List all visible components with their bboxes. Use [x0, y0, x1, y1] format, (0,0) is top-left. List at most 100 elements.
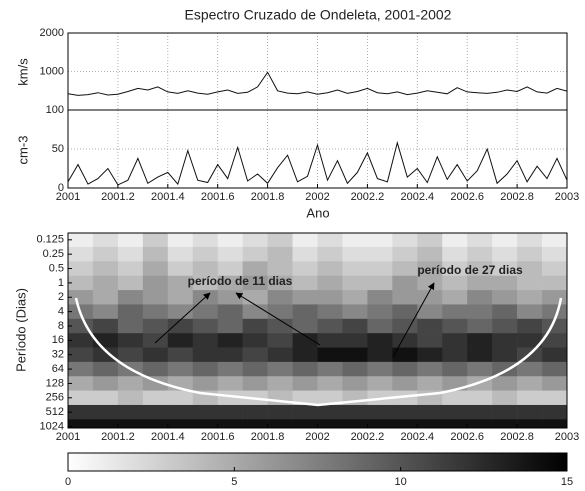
y-tick-label: 1 [58, 277, 64, 289]
heat-cell [467, 290, 493, 305]
heat-cell [342, 304, 368, 320]
heat-cell [92, 246, 119, 262]
heat-cell [367, 290, 393, 305]
y-tick-label: 2 [58, 291, 64, 303]
heat-cell [292, 419, 318, 428]
heat-cell [292, 304, 318, 320]
heat-cell [317, 261, 343, 277]
heat-cell [367, 419, 393, 428]
y-tick-label: 50 [52, 143, 64, 155]
heat-cell [467, 404, 493, 420]
heat-cell [217, 304, 243, 320]
heat-cell [367, 333, 393, 348]
heat-cell [167, 261, 194, 277]
heat-cell [92, 361, 119, 377]
heat-cell [192, 361, 218, 377]
heat-cell [317, 347, 343, 363]
heat-cell [92, 290, 119, 305]
heat-cell [392, 275, 418, 291]
heat-cell [117, 347, 144, 363]
heat-cell [467, 333, 493, 348]
y-tick-label: 0.25 [43, 248, 64, 260]
heat-cell [68, 376, 94, 391]
heat-cell [117, 419, 144, 428]
heat-cell [92, 419, 119, 428]
heat-cell [192, 376, 218, 391]
heat-cell [68, 347, 94, 363]
heat-cell [267, 333, 293, 348]
heat-cell [342, 290, 368, 305]
y-tick-label: 32 [52, 349, 64, 361]
heat-cell [192, 347, 218, 363]
heat-cell [442, 246, 468, 262]
heat-cell [492, 419, 518, 428]
heat-cell [142, 333, 169, 348]
heat-cell [342, 361, 368, 377]
heat-cell [192, 419, 218, 428]
heat-cell [417, 304, 443, 320]
heat-cell [267, 233, 293, 248]
heat-cell [267, 246, 293, 262]
heat-cell [442, 361, 468, 377]
heat-cell [142, 361, 169, 377]
heat-cell [342, 347, 368, 363]
heat-cell [317, 304, 343, 320]
heat-cell [142, 318, 169, 334]
heat-cell [367, 233, 393, 248]
heat-cell [467, 304, 493, 320]
heat-cell [392, 419, 418, 428]
heat-cell [317, 404, 343, 420]
heat-cell [217, 290, 243, 305]
heat-cell [342, 419, 368, 428]
x-tick-label: 2003 [555, 431, 579, 443]
heat-cell [142, 390, 169, 406]
heat-cell [442, 261, 468, 277]
heat-cell [392, 246, 418, 262]
heat-cell [542, 275, 567, 291]
heat-cell [517, 261, 543, 277]
heat-cell [367, 376, 393, 391]
heat-cell [267, 376, 293, 391]
heat-cell [517, 304, 543, 320]
heat-cell [217, 261, 243, 277]
heat-cell [117, 404, 144, 420]
y-tick-label: 128 [46, 377, 64, 389]
heat-cell [167, 233, 194, 248]
heat-cell [317, 333, 343, 348]
heat-cell [68, 290, 94, 305]
arrow [154, 292, 211, 344]
annotation: período de 11 dias [188, 274, 293, 288]
heat-cell [517, 233, 543, 248]
heat-cell [267, 419, 293, 428]
heat-cell [292, 404, 318, 420]
arrow [235, 292, 321, 346]
heat-cell [117, 261, 144, 277]
heat-cell [192, 333, 218, 348]
heat-cell [367, 404, 393, 420]
y-tick-label: 1024 [40, 420, 64, 432]
heat-cell [292, 361, 318, 377]
heat-cell [467, 419, 493, 428]
heat-cell [417, 233, 443, 248]
colorbar-tick-label: 5 [231, 476, 237, 488]
heat-cell [92, 304, 119, 320]
heat-cell [292, 333, 318, 348]
heat-cell [267, 404, 293, 420]
heat-cell [317, 290, 343, 305]
heat-cell [142, 233, 169, 248]
heat-cell [342, 318, 368, 334]
heat-cell [517, 419, 543, 428]
heat-cell [467, 246, 493, 262]
x-tick-label: 2001.4 [151, 191, 185, 203]
heat-cell [417, 404, 443, 420]
heat-cell [267, 290, 293, 305]
y-axis-label: km/s [15, 58, 30, 86]
heat-cell [517, 318, 543, 334]
y-tick-label: 2000 [40, 27, 64, 39]
heat-cell [142, 290, 169, 305]
heat-cell [242, 361, 268, 377]
x-tick-label: 2002.6 [450, 191, 484, 203]
heat-cell [267, 318, 293, 334]
heat-cell [167, 290, 194, 305]
